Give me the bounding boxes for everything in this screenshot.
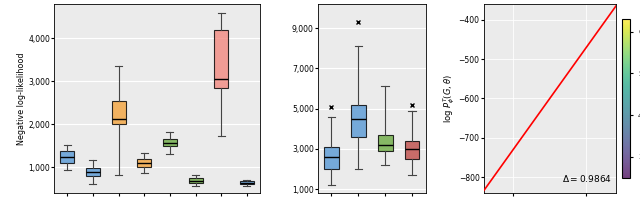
PathPatch shape bbox=[324, 147, 339, 169]
PathPatch shape bbox=[240, 181, 254, 184]
Y-axis label: Negative log-likelihood: Negative log-likelihood bbox=[17, 52, 26, 145]
PathPatch shape bbox=[163, 139, 177, 146]
PathPatch shape bbox=[137, 159, 151, 167]
PathPatch shape bbox=[60, 151, 74, 163]
Y-axis label: log $P^T_\phi(G, \theta)$: log $P^T_\phi(G, \theta)$ bbox=[442, 74, 457, 123]
PathPatch shape bbox=[86, 168, 100, 176]
Text: $\Delta = 0.9864$: $\Delta = 0.9864$ bbox=[562, 173, 612, 184]
PathPatch shape bbox=[404, 141, 419, 159]
PathPatch shape bbox=[189, 178, 203, 183]
PathPatch shape bbox=[111, 101, 125, 124]
PathPatch shape bbox=[351, 105, 365, 137]
PathPatch shape bbox=[214, 30, 228, 88]
PathPatch shape bbox=[378, 135, 392, 151]
